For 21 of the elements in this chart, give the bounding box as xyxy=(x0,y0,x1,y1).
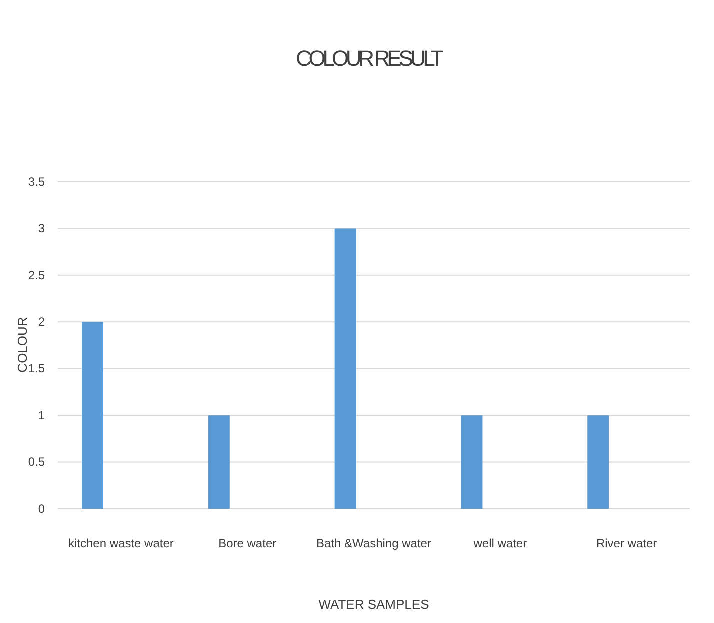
bar xyxy=(208,416,230,509)
x-tick-label: kitchen waste water xyxy=(68,536,174,551)
y-tick-label: 3 xyxy=(38,222,46,236)
bar xyxy=(461,416,483,509)
x-tick-label: River water xyxy=(596,536,658,551)
y-tick-label: 0.5 xyxy=(28,455,46,470)
y-tick-label: 1.5 xyxy=(28,362,46,376)
y-axis-title: COLOUR xyxy=(15,317,30,373)
x-tick-label: well water xyxy=(472,536,528,551)
y-tick-label: 3.5 xyxy=(28,174,46,189)
bar xyxy=(82,322,104,509)
y-tick-label: 0 xyxy=(38,502,46,516)
bar xyxy=(334,228,356,509)
y-tick-label: 2.5 xyxy=(28,268,46,282)
chart-title: COLOUR RESULT xyxy=(296,46,444,71)
x-tick-label: Bore water xyxy=(218,536,277,551)
y-tick-label: 1 xyxy=(38,408,46,422)
y-tick-label: 2 xyxy=(38,314,46,329)
bar xyxy=(588,416,610,509)
x-axis-title: WATER SAMPLES xyxy=(318,597,430,612)
x-tick-label: Bath &Washing water xyxy=(316,536,432,551)
